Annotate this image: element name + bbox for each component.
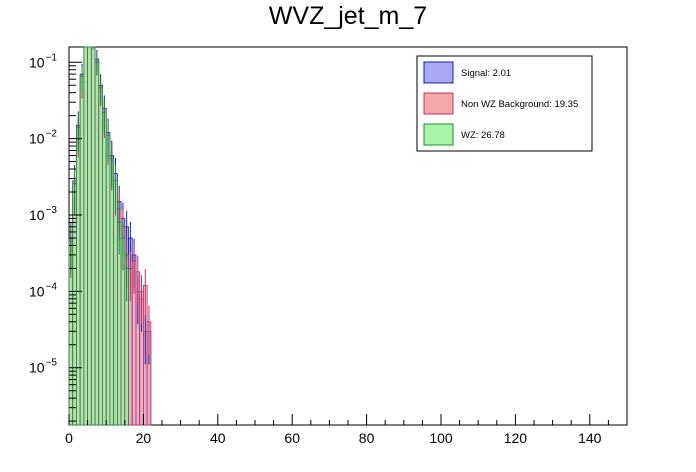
y-axis: 10−1 10−2 10−3 10−4 10−5 [29, 52, 82, 422]
y-tick-label: 10−2 [29, 129, 57, 147]
bar [94, 61, 100, 426]
x-tick-label: 100 [429, 430, 453, 446]
bar [102, 112, 107, 426]
bar [98, 86, 103, 426]
bar [109, 158, 115, 426]
bar [76, 127, 81, 426]
y-tick-label: 10−3 [29, 205, 57, 223]
legend-entries: Signal: 2.01 Non WZ Background: 19.35 WZ: … [423, 61, 578, 146]
legend-swatch [423, 61, 454, 84]
series-2 [68, 46, 129, 426]
bar [87, 46, 92, 426]
bar [72, 182, 77, 426]
error-bars [70, 47, 150, 365]
y-tick-label: 10−4 [29, 281, 57, 299]
bar [113, 180, 118, 426]
legend-label: Signal: 2.01 [461, 68, 511, 79]
x-tick-label: 0 [65, 430, 73, 446]
legend-label: WZ: 26.78 [461, 130, 505, 141]
legend-label: Non WZ Background: 19.35 [461, 99, 578, 110]
x-tick-label: 40 [210, 430, 226, 446]
x-tick-label: 140 [578, 430, 602, 446]
y-tick-label: 10−5 [29, 358, 57, 376]
bar [79, 76, 85, 426]
y-tick-label: 10−1 [29, 52, 57, 70]
legend-swatch [423, 92, 454, 115]
bar [90, 46, 96, 426]
x-tick-label: 120 [504, 430, 528, 446]
bar [83, 46, 88, 426]
chart-title: WVZ_jet_m_7 [269, 2, 427, 30]
x-axis: 0 20 40 60 80 100 120 140 [65, 414, 628, 446]
legend-swatch [423, 123, 454, 146]
histogram-bars [68, 46, 152, 426]
x-tick-label: 60 [284, 430, 300, 446]
legend: Signal: 2.01 Non WZ Background: 19.35 WZ: … [416, 55, 593, 152]
x-tick-label: 20 [136, 430, 152, 446]
x-tick-label: 80 [359, 430, 375, 446]
bar [105, 135, 111, 426]
